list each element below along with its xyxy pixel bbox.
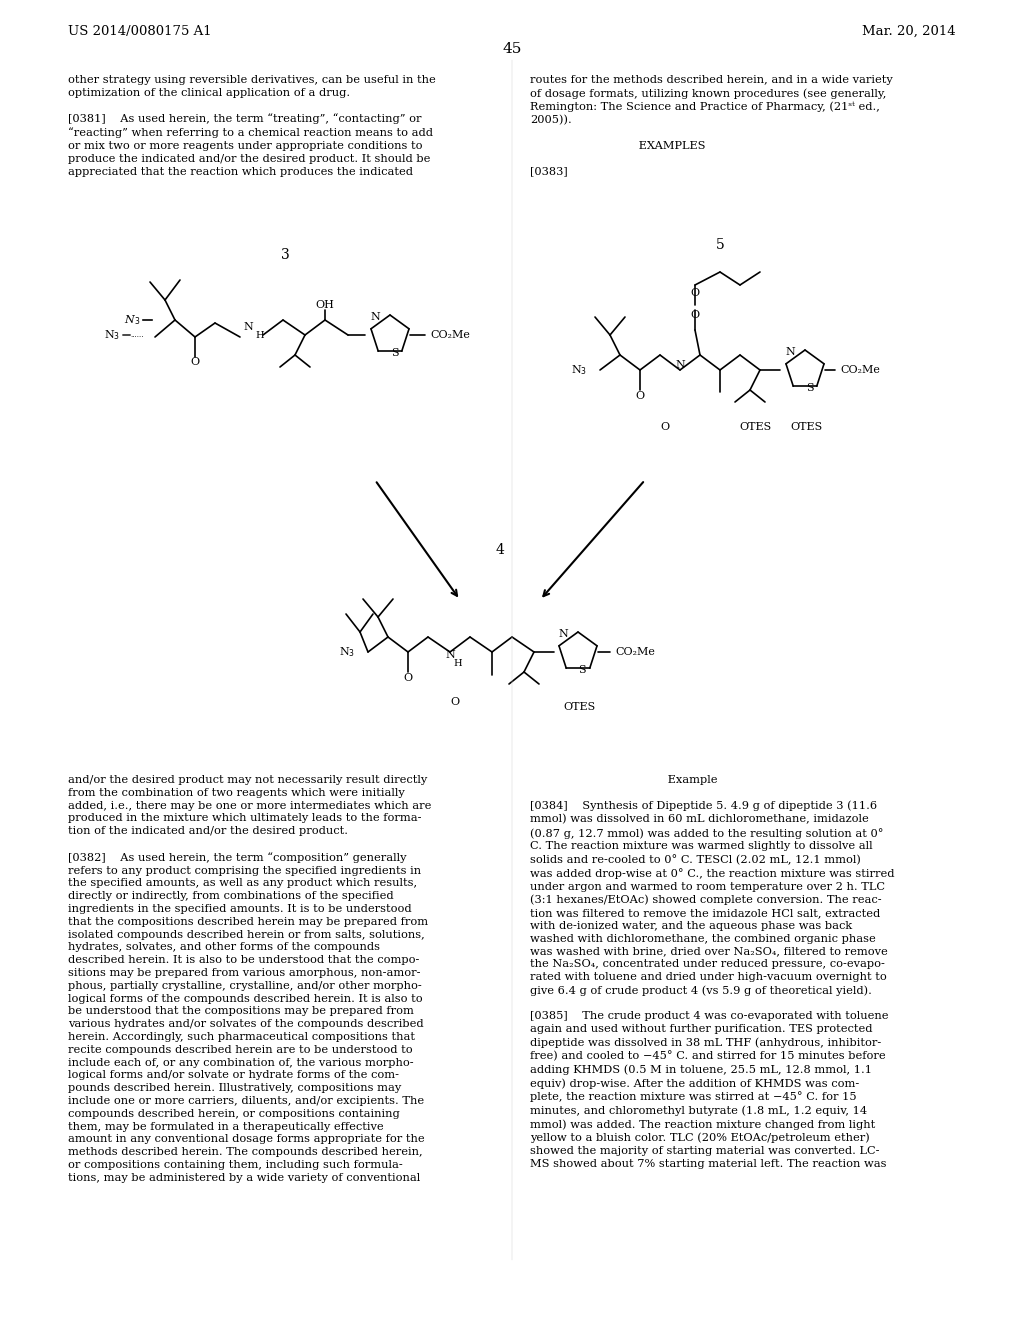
Text: H: H xyxy=(454,659,462,668)
Text: and/or the desired product may not necessarily result directly
from the combinat: and/or the desired product may not neces… xyxy=(68,775,431,1183)
Text: N: N xyxy=(243,322,253,333)
Text: CO₂Me: CO₂Me xyxy=(840,366,880,375)
Text: CO₂Me: CO₂Me xyxy=(430,330,470,341)
Text: OH: OH xyxy=(315,300,335,310)
Text: N$_3$: N$_3$ xyxy=(124,313,140,327)
Text: N$_3$: N$_3$ xyxy=(339,645,355,659)
Text: routes for the methods described herein, and in a wide variety
of dosage formats: routes for the methods described herein,… xyxy=(530,75,893,177)
Text: S: S xyxy=(391,348,398,358)
Text: N: N xyxy=(370,312,380,322)
Text: US 2014/0080175 A1: US 2014/0080175 A1 xyxy=(68,25,212,38)
Text: S: S xyxy=(579,665,586,675)
Text: 45: 45 xyxy=(503,42,521,55)
Text: N$_3$: N$_3$ xyxy=(571,363,587,378)
Text: 5: 5 xyxy=(716,238,724,252)
Text: O: O xyxy=(403,673,413,682)
Text: CO₂Me: CO₂Me xyxy=(615,647,655,657)
Text: Mar. 20, 2014: Mar. 20, 2014 xyxy=(862,25,956,38)
Text: OTES: OTES xyxy=(739,422,771,432)
Text: O: O xyxy=(636,391,644,401)
Text: ......: ...... xyxy=(130,333,143,338)
Text: O: O xyxy=(660,422,670,432)
Text: OTES: OTES xyxy=(790,422,822,432)
Text: 3: 3 xyxy=(281,248,290,261)
Text: N: N xyxy=(675,360,685,370)
Text: 4: 4 xyxy=(496,543,505,557)
Text: S: S xyxy=(806,383,814,393)
Text: N$_3$: N$_3$ xyxy=(103,329,120,342)
Text: OTES: OTES xyxy=(564,702,596,711)
Text: N: N xyxy=(558,630,568,639)
Text: O: O xyxy=(690,310,699,319)
Text: N: N xyxy=(785,347,795,356)
Text: O: O xyxy=(451,697,460,708)
Text: O: O xyxy=(690,288,699,298)
Text: N: N xyxy=(445,649,455,660)
Text: Example

[0384]    Synthesis of Dipeptide 5. 4.9 g of dipeptide 3 (11.6
mmol) wa: Example [0384] Synthesis of Dipeptide 5.… xyxy=(530,775,895,1168)
Text: H: H xyxy=(255,330,263,339)
Text: O: O xyxy=(190,356,200,367)
Text: other strategy using reversible derivatives, can be useful in the
optimization o: other strategy using reversible derivati… xyxy=(68,75,436,177)
